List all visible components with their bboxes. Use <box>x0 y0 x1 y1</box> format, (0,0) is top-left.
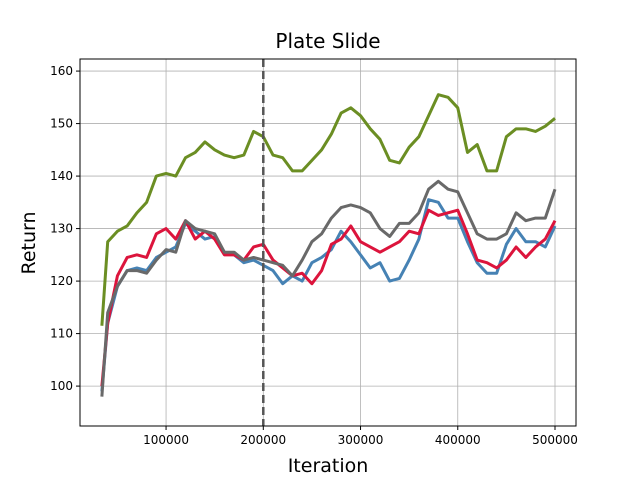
plot-frame <box>79 58 577 427</box>
x-tick-label: 100000 <box>143 433 189 447</box>
y-tick-label: 160 <box>50 64 73 78</box>
x-tick-label: 300000 <box>338 433 384 447</box>
x-axis-label: Iteration <box>288 455 369 477</box>
series-line <box>100 208 557 387</box>
series-line <box>100 93 556 326</box>
y-tick-label: 140 <box>50 169 73 183</box>
x-tick-label: 200000 <box>240 433 286 447</box>
x-tick-label: 500000 <box>532 433 578 447</box>
y-tick-label: 120 <box>50 274 73 288</box>
chart-title: Plate Slide <box>275 29 380 53</box>
y-tick-label: 150 <box>50 117 73 131</box>
y-axis-label: Return <box>18 211 40 274</box>
series-line <box>100 179 557 397</box>
y-tick-label: 130 <box>50 222 73 236</box>
y-tick-label: 110 <box>50 327 73 341</box>
x-tick-label: 400000 <box>435 433 481 447</box>
y-tick-label: 100 <box>50 379 73 393</box>
